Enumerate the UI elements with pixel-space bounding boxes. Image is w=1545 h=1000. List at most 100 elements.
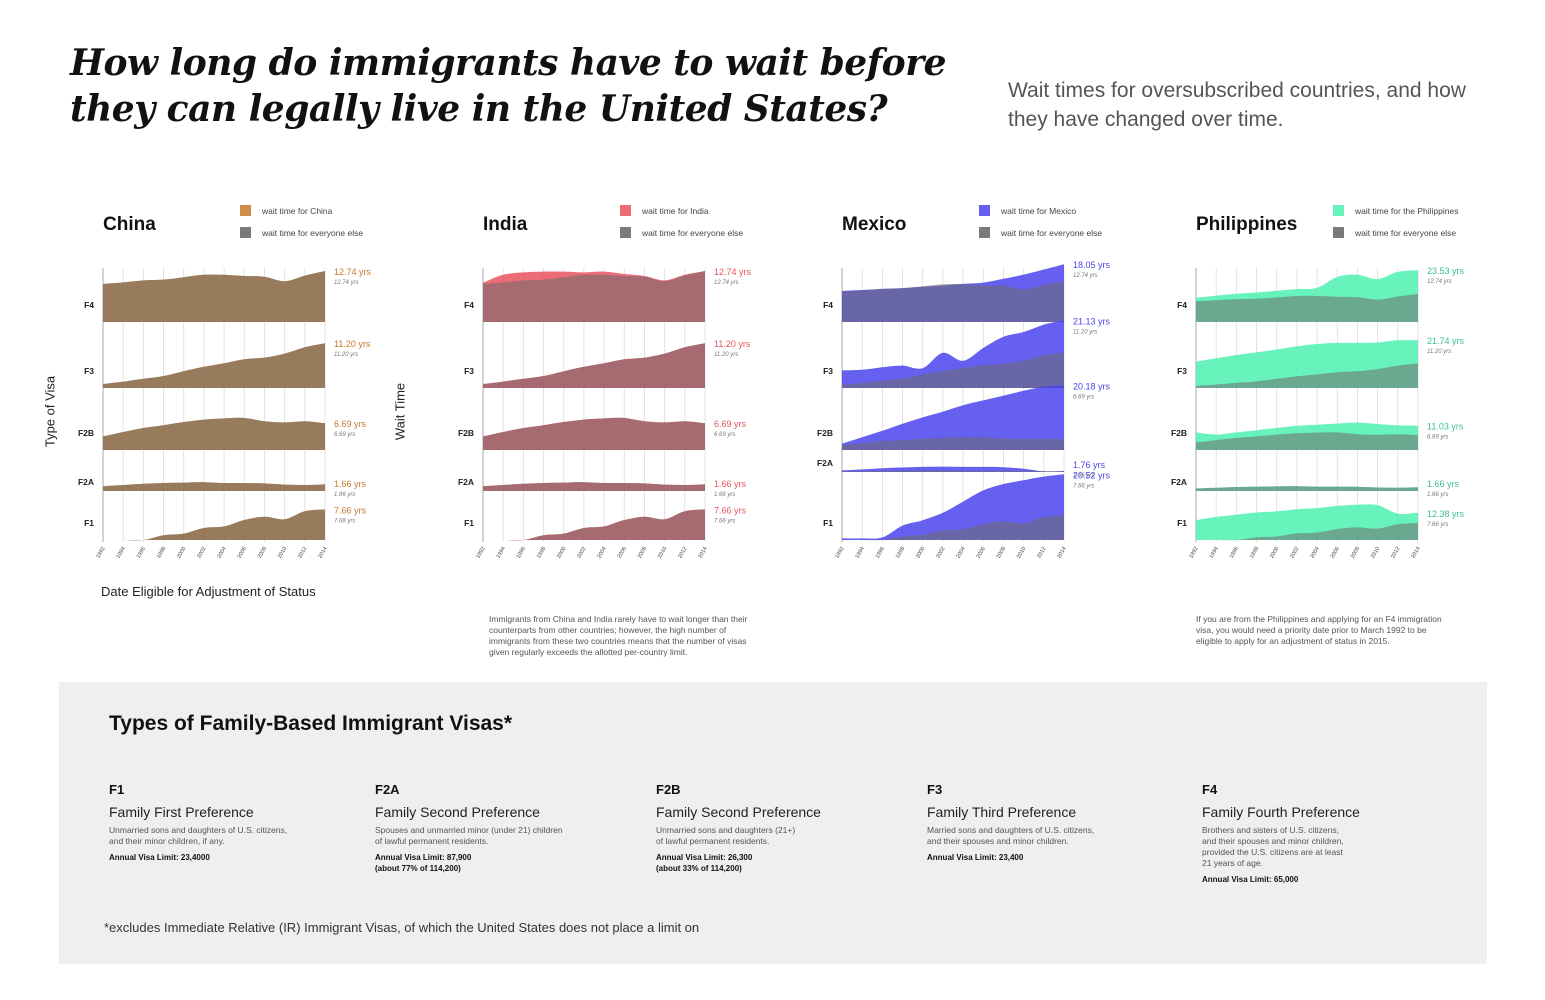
x-tick-label: 2000: [1269, 546, 1280, 560]
visa-row-label: F3: [823, 366, 833, 376]
x-tick-label: 2008: [996, 546, 1007, 560]
visa-types-section: Types of Family-Based Immigrant Visas* F…: [59, 682, 1487, 964]
x-axis-label: Date Eligible for Adjustment of Status: [101, 584, 316, 599]
value-label-country: 11.20 yrs: [714, 339, 751, 349]
legend-swatch: [240, 205, 251, 216]
x-tick-label: 1994: [496, 546, 507, 560]
x-tick-label: 1996: [516, 546, 527, 560]
area-everyone-else-f3: [842, 352, 1064, 388]
visa-row-label: F3: [464, 366, 474, 376]
visa-type-name: Family Third Preference: [927, 804, 1077, 820]
x-tick-label: 2012: [297, 546, 308, 560]
x-tick-label: 1996: [136, 546, 147, 560]
visa-type-limit: Annual Visa Limit: 23,4000: [109, 853, 210, 862]
visa-type-description: Married sons and daughters of U.S. citiz…: [927, 825, 1095, 846]
value-label-country: 12.74 yrs: [334, 267, 372, 277]
area-chart-mexico: Mexico wait time for Mexico wait time for …: [817, 205, 1111, 560]
x-tick-label: 2002: [576, 546, 587, 560]
x-tick-label: 2014: [1056, 546, 1067, 560]
value-label-country: 6.69 yrs: [334, 419, 367, 429]
legend-swatch: [1333, 227, 1344, 238]
visa-type-f2b: F2B Family Second Preference Unmarried s…: [656, 782, 821, 874]
legend-swatch: [1333, 205, 1344, 216]
x-tick-label: 2004: [217, 546, 228, 560]
visa-type-limit: Annual Visa Limit: 65,000: [1202, 875, 1299, 884]
area-everyone-else-f4: [103, 271, 325, 322]
x-tick-label: 2004: [597, 546, 608, 560]
chart-panel-china: China wait time for China wait time for ev…: [70, 200, 400, 575]
value-label-everyone-else: 7.66 yrs: [334, 518, 355, 524]
visa-row-label: F1: [84, 518, 94, 528]
x-tick-label: 2014: [317, 546, 328, 560]
x-tick-label: 2012: [1036, 546, 1047, 560]
x-tick-label: 1994: [1209, 546, 1220, 560]
value-label-country: 11.20 yrs: [334, 339, 371, 349]
x-tick-label: 2006: [237, 546, 248, 560]
visa-type-f1: F1 Family First Preference Unmarried son…: [109, 782, 287, 863]
x-tick-label: 2006: [1330, 546, 1341, 560]
value-label-country: 20.52 yrs: [1073, 470, 1111, 480]
x-tick-label: 2006: [976, 546, 987, 560]
value-label-country: 21.74 yrs: [1427, 336, 1465, 346]
chart-title: Philippines: [1196, 214, 1297, 235]
visa-type-name: Family First Preference: [109, 804, 254, 820]
value-label-country: 7.66 yrs: [714, 505, 747, 515]
area-everyone-else-f3: [103, 343, 325, 388]
x-tick-label: 2010: [657, 546, 668, 560]
legend-label: wait time for everyone else: [1000, 228, 1102, 238]
x-tick-label: 2000: [915, 546, 926, 560]
chart-panel-india: India wait time for India wait time for ev…: [450, 200, 780, 575]
x-tick-label: 1998: [895, 546, 906, 560]
area-everyone-else-f2b: [483, 417, 705, 450]
x-tick-label: 2000: [556, 546, 567, 560]
value-label-country: 1.76 yrs: [1073, 460, 1106, 470]
value-label-everyone-else: 12.74 yrs: [1427, 279, 1452, 285]
value-label-country: 12.74 yrs: [714, 267, 752, 277]
visa-type-code: F3: [927, 782, 943, 797]
value-label-everyone-else: 11.20 yrs: [714, 352, 738, 358]
value-label-everyone-else: 7.66 yrs: [714, 518, 735, 524]
value-label-country: 12.38 yrs: [1427, 509, 1465, 519]
visa-row-label: F1: [464, 518, 474, 528]
value-label-everyone-else: 12.74 yrs: [714, 280, 739, 286]
value-label-country: 7.66 yrs: [334, 505, 367, 515]
visa-row-label: F2B: [78, 428, 94, 438]
area-everyone-else-f2a: [103, 482, 325, 491]
area-chart-philippines: Philippines wait time for the Philippines…: [1171, 205, 1465, 560]
page-title: How long do immigrants have to wait befo…: [70, 42, 947, 130]
visa-type-code: F1: [109, 782, 125, 797]
value-label-country: 1.66 yrs: [1427, 479, 1460, 489]
visa-row-label: F4: [1177, 300, 1187, 310]
visa-type-name: Family Second Preference: [656, 804, 821, 820]
visa-type-description: Unmarried sons and daughters of U.S. cit…: [109, 825, 288, 846]
value-label-everyone-else: 11.20 yrs: [334, 352, 358, 358]
visa-row-label: F2B: [1171, 428, 1187, 438]
visa-row-label: F3: [1177, 366, 1187, 376]
x-tick-label: 1994: [855, 546, 866, 560]
value-label-country: 18.05 yrs: [1073, 260, 1111, 270]
value-label-everyone-else: 11.20 yrs: [1427, 349, 1451, 355]
visa-row-label: F2A: [1171, 477, 1187, 487]
visa-row-label: F1: [823, 518, 833, 528]
area-everyone-else-f4: [1196, 294, 1418, 322]
x-tick-label: 2010: [277, 546, 288, 560]
value-label-country: 20.18 yrs: [1073, 381, 1111, 391]
area-chart-china: China wait time for China wait time for ev…: [78, 205, 372, 560]
area-everyone-else-f2a: [842, 470, 1064, 472]
chart-title: China: [103, 214, 156, 235]
visa-row-label: F2B: [458, 428, 474, 438]
chart-panel-philippines: Philippines wait time for the Philippines…: [1163, 200, 1493, 575]
legend-swatch: [620, 205, 631, 216]
x-tick-label: 2014: [697, 546, 708, 560]
note-philippines: If you are from the Philippines and appl…: [1196, 614, 1442, 646]
area-everyone-else-f3: [483, 343, 705, 388]
visa-row-label: F2A: [458, 477, 474, 487]
area-everyone-else-f4: [483, 271, 705, 322]
x-tick-label: 2002: [1289, 546, 1300, 560]
x-tick-label: 2010: [1016, 546, 1027, 560]
area-everyone-else-f1: [1196, 523, 1418, 541]
value-label-country: 1.66 yrs: [714, 479, 747, 489]
area-everyone-else-f2b: [103, 417, 325, 450]
area-everyone-else-f4: [842, 281, 1064, 322]
x-tick-label: 1996: [1229, 546, 1240, 560]
